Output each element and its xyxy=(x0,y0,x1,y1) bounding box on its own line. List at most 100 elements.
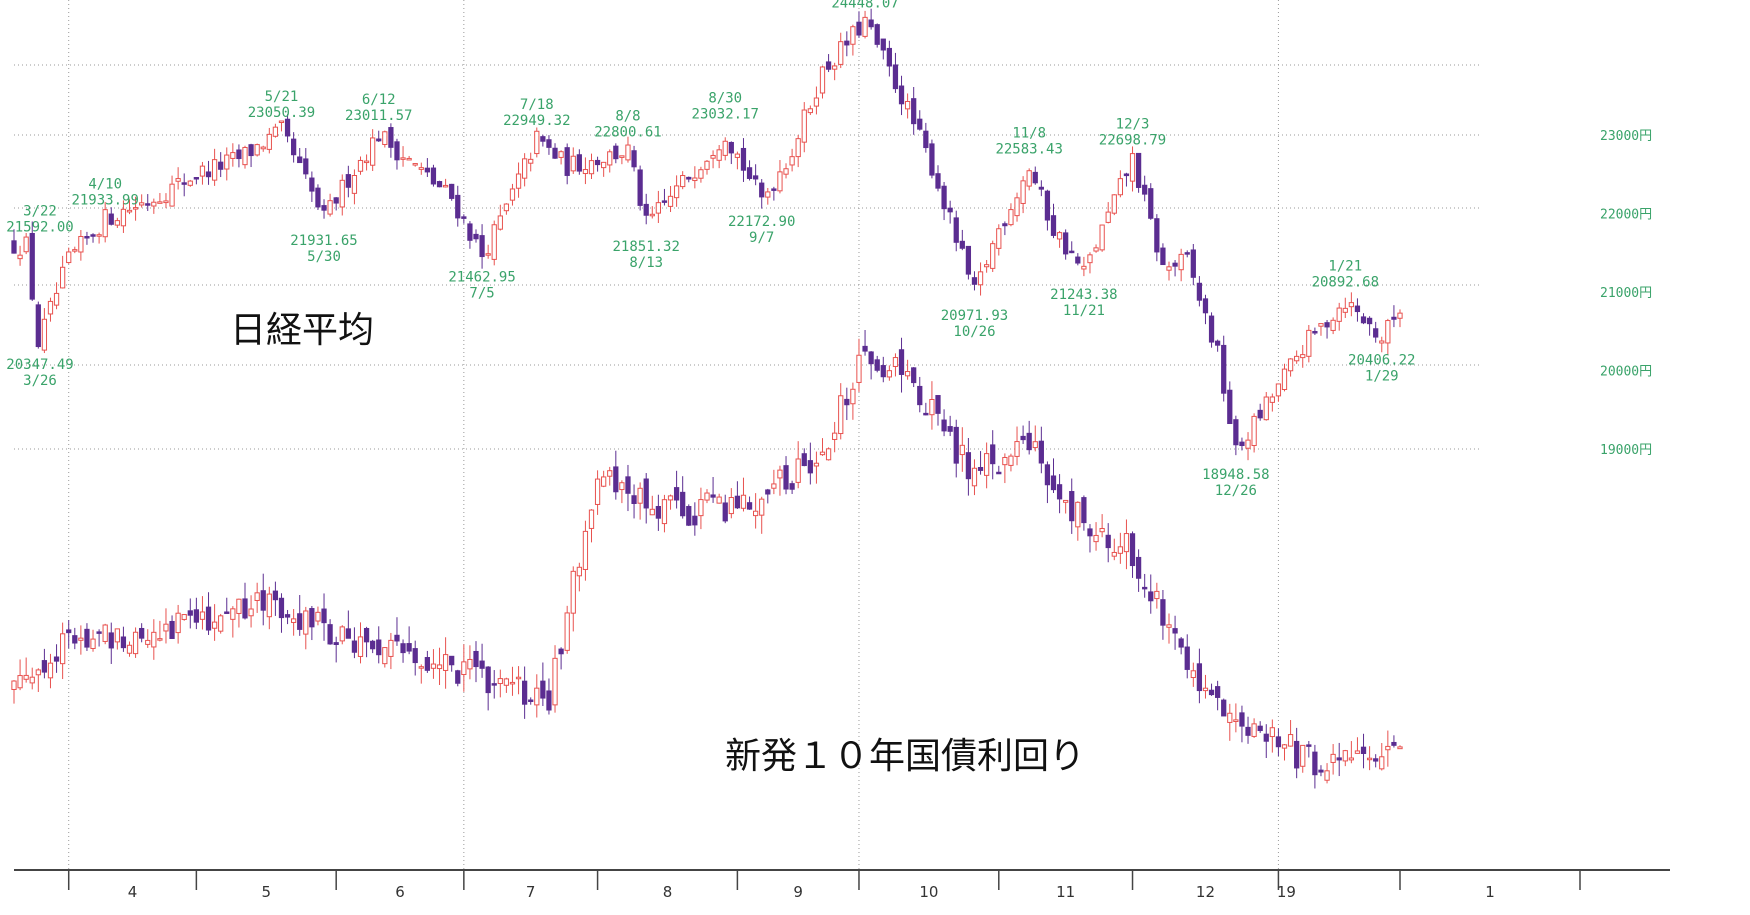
nikkei-candle-body xyxy=(1050,215,1057,236)
jgb-candle-body xyxy=(990,444,996,465)
jgb-candle-body xyxy=(1069,491,1075,522)
nikkei-candle-body xyxy=(230,152,236,159)
nikkei-candle-body xyxy=(1032,171,1038,184)
nikkei-candle-body xyxy=(145,203,151,206)
nikkei-candle-body xyxy=(1014,197,1020,217)
nikkei-candle-body xyxy=(673,185,680,199)
nikkei-candle-body xyxy=(576,154,582,172)
jgb-candle-body xyxy=(1373,758,1379,762)
jgb-candle-body xyxy=(607,470,613,477)
jgb-candle-body xyxy=(66,629,72,634)
jgb-candle-body xyxy=(734,495,741,509)
nikkei-candle-body xyxy=(1111,194,1117,214)
jgb-candle-body xyxy=(570,570,576,614)
nikkei-candle-body xyxy=(1257,409,1263,419)
annotation-line1: 21931.65 xyxy=(290,233,357,249)
jgb-candle-body xyxy=(746,502,753,510)
jgb-candle-body xyxy=(357,636,364,657)
nikkei-candle-body xyxy=(923,130,929,149)
jgb-candle-body xyxy=(509,681,516,685)
nikkei-candle-body xyxy=(260,146,266,150)
jgb-candle-body xyxy=(41,660,48,673)
jgb-candle-body xyxy=(1160,599,1166,626)
jgb-candle-body xyxy=(1208,689,1215,696)
y-axis-ticks: 23000円 22000円 21000円 20000円 19000円 xyxy=(1600,129,1652,458)
jgb-candle-body xyxy=(442,654,449,671)
nikkei-candle-body xyxy=(266,133,272,150)
x-tick-label: 19 xyxy=(1277,883,1296,901)
nikkei-candle-body xyxy=(1190,249,1196,278)
nikkei-candle-body xyxy=(497,215,503,230)
nikkei-candle-body xyxy=(1038,186,1044,190)
annotation-line1: 6/12 xyxy=(362,92,396,108)
nikkei-candle-body xyxy=(710,154,716,159)
jgb-candle-body xyxy=(534,687,540,706)
jgb-candle-body xyxy=(686,506,692,526)
jgb-candle-body xyxy=(1129,533,1136,567)
x-tick-label: 1 xyxy=(1485,883,1495,901)
nikkei-candle-body xyxy=(680,175,686,188)
nikkei-candle-body xyxy=(522,158,528,179)
annotation-line2: 22800.61 xyxy=(594,125,661,141)
jgb-candle-body xyxy=(169,620,175,639)
annotation-line1: 5/21 xyxy=(265,89,299,105)
jgb-candle-body xyxy=(789,483,795,490)
nikkei-candles xyxy=(11,8,1403,461)
nikkei-candle-body xyxy=(327,200,333,215)
jgb-candle-body xyxy=(1142,586,1148,590)
jgb-candle-body xyxy=(315,611,321,622)
nikkei-candle-body xyxy=(1135,152,1142,188)
nikkei-candle-body xyxy=(564,147,570,176)
nikkei-candle-body xyxy=(783,168,789,175)
y-tick-label: 23000円 xyxy=(1600,129,1652,144)
jgb-candle-body xyxy=(400,643,406,654)
nikkei-candle-body xyxy=(1239,441,1245,447)
jgb-candle-body xyxy=(272,590,279,601)
jgb-candle-body xyxy=(1330,753,1336,763)
nikkei-candle-body xyxy=(515,173,522,189)
jgb-candle-body xyxy=(886,370,892,378)
jgb-candle-body xyxy=(1075,501,1081,528)
jgb-candle-body xyxy=(619,482,625,491)
nikkei-candle-body xyxy=(1129,153,1136,182)
annotation-line1: 20406.22 xyxy=(1348,353,1415,369)
nikkei-candle-body xyxy=(363,160,370,164)
jgb-candle-body xyxy=(145,639,151,645)
nikkei-candle-body xyxy=(947,207,953,213)
nikkei-candle-body xyxy=(1294,355,1300,362)
annotation-line2: 23011.57 xyxy=(345,108,412,124)
nikkei-candle-body xyxy=(1366,317,1373,325)
nikkei-candle-body xyxy=(1312,330,1318,334)
jgb-candle-body xyxy=(1063,499,1069,503)
nikkei-candle-body xyxy=(442,184,449,188)
jgb-candle-body xyxy=(753,510,759,517)
jgb-candle-body xyxy=(728,497,734,515)
nikkei-candle-body xyxy=(1099,224,1105,251)
jgb-candle-body xyxy=(850,388,856,405)
jgb-candle-body xyxy=(984,453,990,476)
jgb-candle-body xyxy=(935,395,941,414)
jgb-candle-body xyxy=(759,498,765,516)
nikkei-candle-body xyxy=(315,187,321,208)
jgb-candle-body xyxy=(266,593,272,618)
nikkei-candle-body xyxy=(807,108,813,114)
nikkei-candle-body xyxy=(771,188,777,191)
jgb-candle-body xyxy=(1294,740,1300,769)
nikkei-candle-body xyxy=(1117,178,1123,196)
nikkei-candle-body xyxy=(1281,368,1288,391)
jgb-candle-body xyxy=(838,395,844,435)
annotation-line2: 5/30 xyxy=(307,249,341,265)
nikkei-candle-body xyxy=(418,167,424,170)
jgb-candle-body xyxy=(643,478,649,509)
jgb-candle-body xyxy=(345,628,351,639)
jgb-candle-body xyxy=(1233,719,1239,723)
jgb-candle-body xyxy=(996,471,1002,475)
jgb-candle-body xyxy=(844,398,850,406)
jgb-candle-body xyxy=(157,638,163,641)
jgb-candle-body xyxy=(832,432,838,440)
annotation-line2: 8/13 xyxy=(629,255,663,271)
jgb-candle-body xyxy=(1239,712,1245,727)
jgb-candle-body xyxy=(929,398,935,416)
